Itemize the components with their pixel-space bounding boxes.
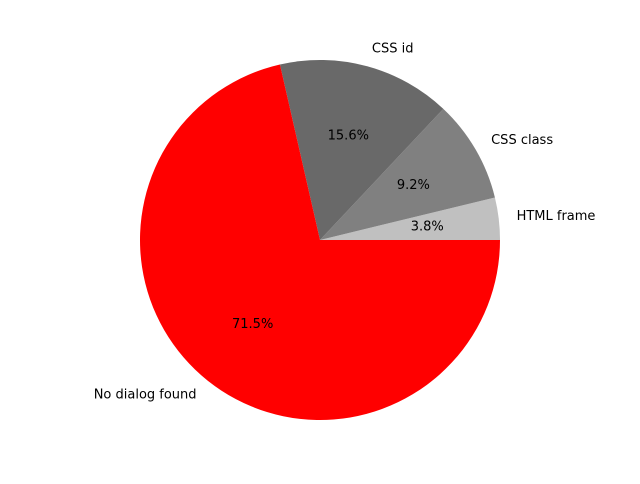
slice-label-css-class: CSS class (491, 133, 553, 148)
slice-label-css-id: CSS id (372, 41, 414, 56)
pie-slice-no-dialog-found (140, 64, 501, 421)
slice-label-no-dialog-found: No dialog found (94, 387, 197, 402)
pie-slice-html-frame (320, 197, 500, 240)
slice-percent-html-frame: 3.8% (411, 220, 444, 235)
labels-layer: HTML frame 3.8% CSS class 9.2% CSS id 15.6% No… (94, 41, 596, 402)
slice-label-html-frame: HTML frame (517, 209, 596, 224)
pie-slice-css-id (279, 60, 444, 240)
slice-percent-css-id: 15.6% (328, 128, 369, 143)
slice-percent-no-dialog-found: 71.5% (232, 317, 273, 332)
slices-layer (140, 60, 501, 421)
pie-slice-css-class (320, 108, 495, 241)
slice-percent-css-class: 9.2% (397, 178, 430, 193)
